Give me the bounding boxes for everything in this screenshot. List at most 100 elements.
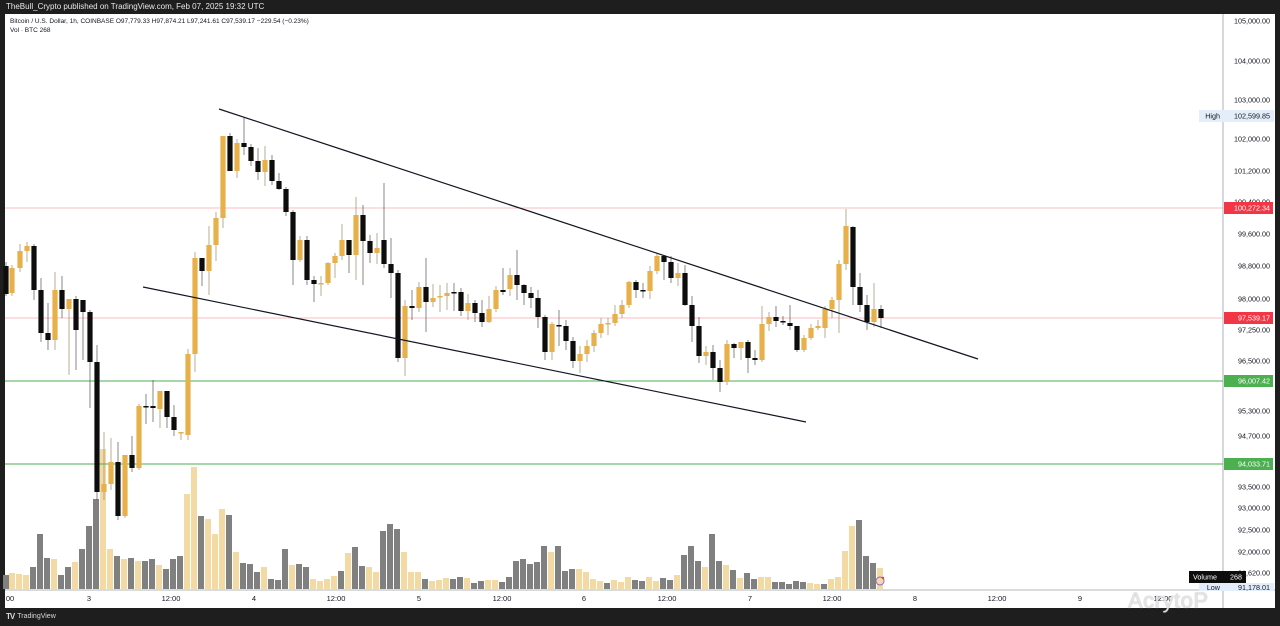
candle-down[interactable] [171, 417, 177, 430]
candle-down[interactable] [521, 285, 527, 293]
candle-up[interactable] [759, 324, 765, 360]
candle-down[interactable] [787, 323, 793, 326]
candle-down[interactable] [857, 287, 863, 305]
candle-up[interactable] [213, 218, 219, 245]
candle-up[interactable] [332, 256, 338, 263]
candle-down[interactable] [94, 362, 100, 492]
candle-down[interactable] [542, 317, 548, 352]
candle-up[interactable] [437, 296, 443, 298]
candle-up[interactable] [402, 306, 408, 358]
trendline-upper-channel[interactable] [218, 108, 979, 360]
candle-up[interactable] [339, 240, 345, 256]
candle-down[interactable] [115, 462, 121, 516]
candle-up[interactable] [374, 248, 380, 253]
candle-down[interactable] [745, 342, 751, 358]
candle-down[interactable] [794, 326, 800, 350]
candle-up[interactable] [829, 300, 835, 309]
candle-down[interactable] [514, 275, 520, 285]
candle-down[interactable] [696, 326, 702, 356]
candle-down[interactable] [423, 287, 429, 302]
candle-up[interactable] [108, 462, 114, 484]
candle-down[interactable] [710, 352, 716, 368]
candle-up[interactable] [52, 290, 58, 340]
candle-up[interactable] [325, 263, 331, 283]
candle-down[interactable] [731, 344, 737, 348]
candle-down[interactable] [395, 273, 401, 358]
candle-down[interactable] [773, 317, 779, 321]
candle-up[interactable] [416, 287, 422, 308]
candle-up[interactable] [836, 264, 842, 300]
candle-up[interactable] [801, 338, 807, 350]
candle-up[interactable] [178, 432, 184, 434]
candle-up[interactable] [297, 240, 303, 260]
candle-up[interactable] [220, 136, 226, 218]
candle-up[interactable] [157, 391, 163, 409]
candle-up[interactable] [353, 215, 359, 255]
candle-up[interactable] [654, 256, 660, 271]
candle-down[interactable] [528, 293, 534, 298]
candle-up[interactable] [766, 317, 772, 324]
candle-up[interactable] [612, 314, 618, 323]
candle-up[interactable] [605, 323, 611, 325]
candle-down[interactable] [248, 147, 254, 161]
candle-down[interactable] [87, 312, 93, 362]
candle-up[interactable] [507, 275, 513, 289]
candle-up[interactable] [626, 282, 632, 305]
candle-up[interactable] [430, 298, 436, 302]
candle-down[interactable] [479, 313, 485, 322]
candle-up[interactable] [262, 160, 268, 172]
candle-up[interactable] [486, 309, 492, 322]
candle-down[interactable] [381, 240, 387, 264]
candle-down[interactable] [633, 282, 639, 290]
candle-up[interactable] [675, 273, 681, 278]
candle-down[interactable] [563, 326, 569, 341]
candle-up[interactable] [192, 258, 198, 354]
candle-down[interactable] [535, 298, 541, 317]
candle-up[interactable] [24, 246, 30, 251]
candle-up[interactable] [234, 143, 240, 171]
candle-down[interactable] [780, 321, 786, 323]
candle-down[interactable] [388, 264, 394, 273]
candle-down[interactable] [80, 300, 86, 312]
candle-down[interactable] [59, 290, 65, 309]
candle-up[interactable] [577, 354, 583, 361]
candle-up[interactable] [101, 484, 107, 492]
candle-up[interactable] [17, 251, 23, 268]
candle-down[interactable] [45, 333, 51, 340]
candle-up[interactable] [465, 303, 471, 311]
candle-down[interactable] [661, 256, 667, 262]
candle-down[interactable] [346, 240, 352, 255]
replay-icon[interactable] [875, 576, 885, 586]
tradingview-logo[interactable]: TV TradingView [6, 612, 56, 621]
candle-up[interactable] [185, 354, 191, 435]
candle-up[interactable] [591, 333, 597, 346]
candle-down[interactable] [360, 215, 366, 241]
candle-down[interactable] [283, 189, 289, 212]
candle-down[interactable] [255, 161, 261, 172]
candle-up[interactable] [808, 328, 814, 338]
candle-down[interactable] [199, 258, 205, 271]
candle-up[interactable] [598, 324, 604, 333]
candle-up[interactable] [549, 324, 555, 352]
candle-up[interactable] [136, 406, 142, 468]
candle-down[interactable] [129, 455, 135, 468]
candle-down[interactable] [3, 266, 9, 294]
candle-down[interactable] [752, 358, 758, 360]
candle-up[interactable] [318, 283, 324, 285]
candle-down[interactable] [864, 305, 870, 322]
candle-up[interactable] [815, 326, 821, 328]
candle-up[interactable] [584, 346, 590, 354]
candle-up[interactable] [647, 271, 653, 291]
candle-down[interactable] [451, 292, 457, 294]
candle-up[interactable] [703, 352, 709, 356]
candle-down[interactable] [367, 241, 373, 253]
candle-up[interactable] [9, 268, 15, 293]
candle-down[interactable] [31, 246, 37, 290]
candle-up[interactable] [871, 309, 877, 322]
candle-down[interactable] [850, 227, 856, 287]
candle-up[interactable] [843, 226, 849, 264]
candle-down[interactable] [269, 160, 275, 181]
candle-down[interactable] [150, 406, 156, 408]
candle-down[interactable] [878, 309, 884, 318]
